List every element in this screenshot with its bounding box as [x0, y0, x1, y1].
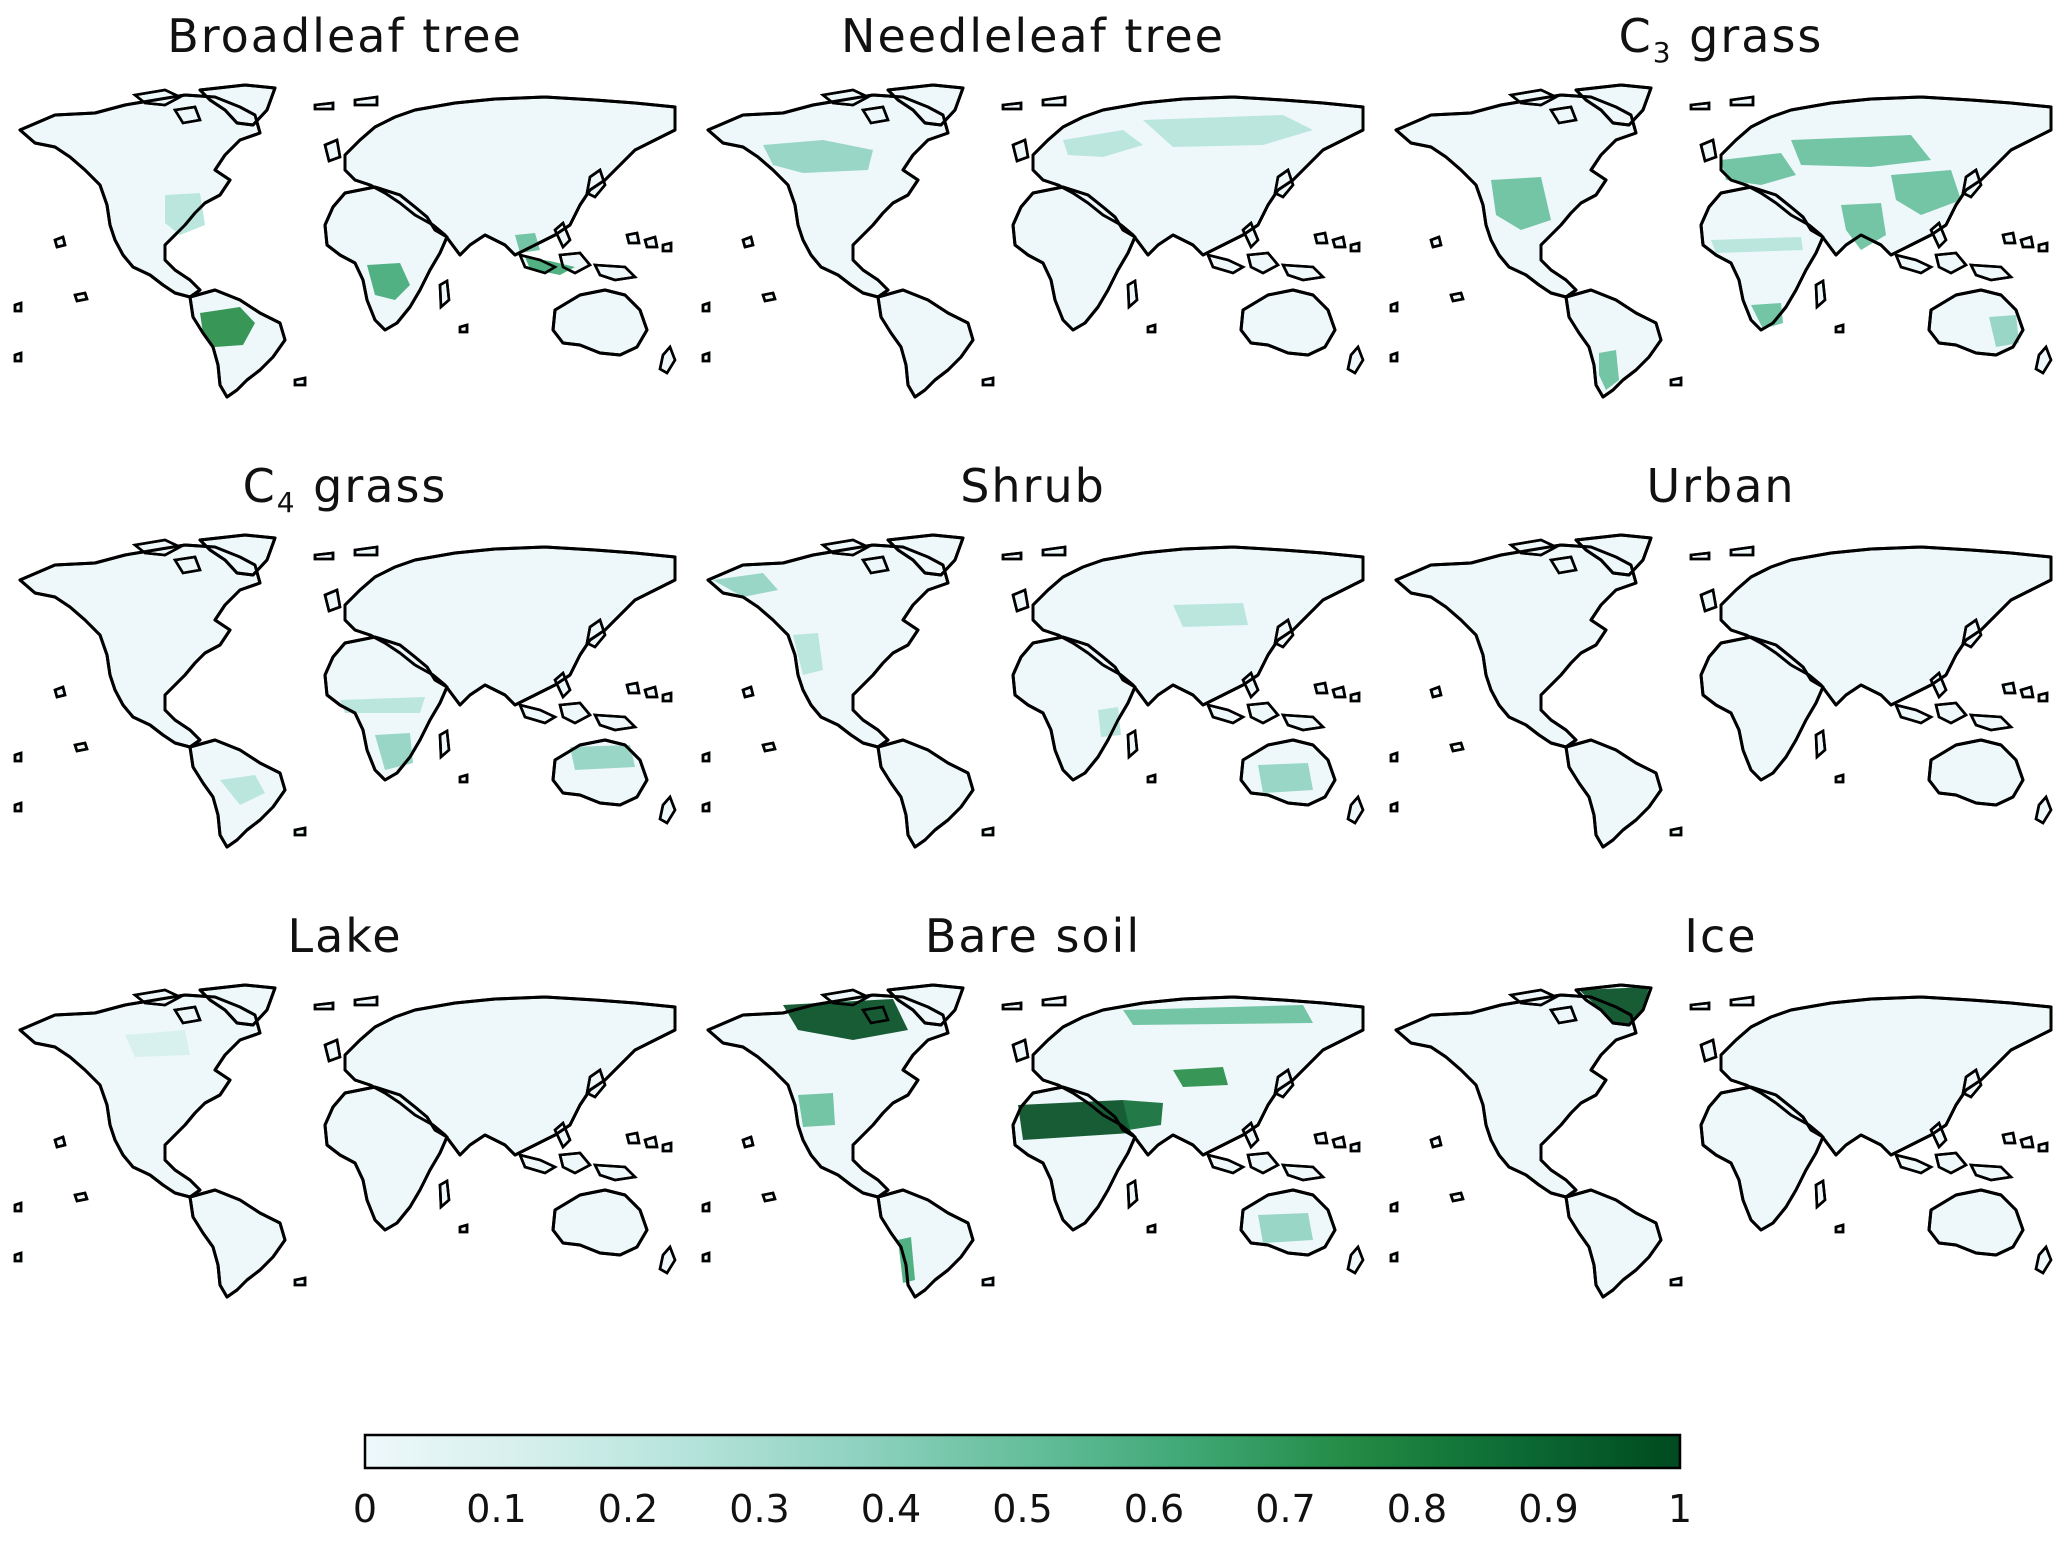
world-map	[1389, 83, 2053, 399]
world-map	[1389, 983, 2053, 1299]
world-map	[701, 533, 1365, 849]
world-map	[13, 83, 677, 399]
world-map	[13, 983, 677, 1299]
world-map	[701, 83, 1365, 399]
colorbar-tick-label: 0.8	[1387, 1487, 1447, 1531]
colorbar-tick-label: 0.3	[729, 1487, 789, 1531]
map-panel: Broadleaf tree	[13, 9, 677, 399]
panel-title: C3 grass	[1619, 9, 1824, 69]
panel-title: C4 grass	[243, 459, 448, 519]
panel-title: Broadleaf tree	[167, 9, 523, 63]
colorbar-ramp	[363, 1433, 1682, 1470]
colorbar-tick-label: 0.7	[1255, 1487, 1315, 1531]
map-panel: Lake	[13, 909, 677, 1299]
panel-title: Ice	[1684, 909, 1757, 963]
colorbar-tick-label: 0.2	[598, 1487, 658, 1531]
world-map	[13, 533, 677, 849]
colorbar: 0 0.1 0.2 0.3 0.4 0.5 0.6 0.7 0.8 0.9 1	[353, 1433, 1692, 1531]
panel-title: Lake	[287, 909, 402, 963]
map-panel: C4 grass	[13, 459, 677, 849]
panel-title: Needleleaf tree	[841, 9, 1225, 63]
map-panel: Shrub	[701, 459, 1365, 849]
colorbar-tick-label: 0.5	[992, 1487, 1052, 1531]
colorbar-tick-label: 0.9	[1518, 1487, 1578, 1531]
world-map	[701, 983, 1365, 1299]
map-panel: Needleleaf tree	[701, 9, 1365, 399]
panel-title: Bare soil	[925, 909, 1141, 963]
map-panel: Urban	[1389, 459, 2053, 849]
colorbar-tick-label: 0.1	[466, 1487, 526, 1531]
colorbar-tick-label: 0.6	[1124, 1487, 1184, 1531]
world-map	[1389, 533, 2053, 849]
map-panel: C3 grass	[1389, 9, 2053, 399]
colorbar-tick-label: 0	[353, 1487, 377, 1531]
map-panel: Bare soil	[701, 909, 1365, 1299]
colorbar-tick-label: 1	[1668, 1487, 1692, 1531]
colorbar-tick-label: 0.4	[861, 1487, 921, 1531]
map-panel: Ice	[1389, 909, 2053, 1299]
panel-title: Shrub	[960, 459, 1106, 513]
panel-title: Urban	[1646, 459, 1795, 513]
